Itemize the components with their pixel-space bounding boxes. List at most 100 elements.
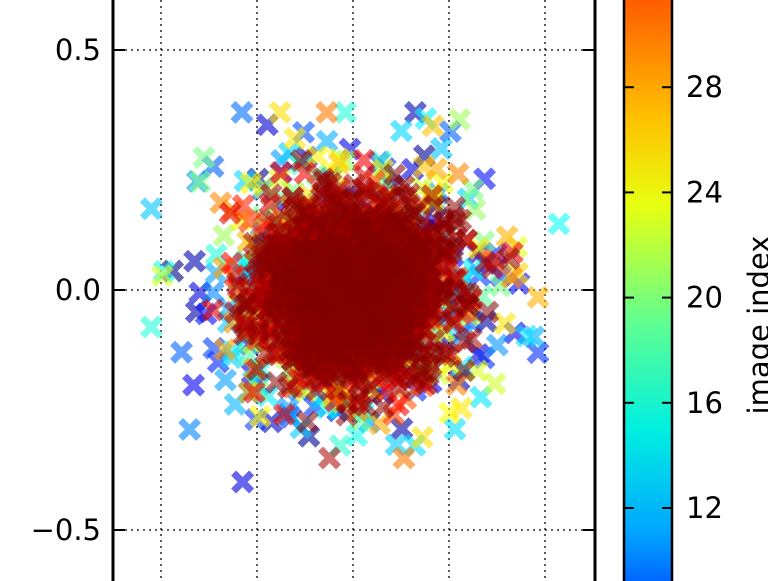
- scatter-point-2595: [341, 187, 365, 211]
- scatter-point-2049: [254, 341, 278, 365]
- scatter-point-460: [449, 396, 473, 420]
- scatter-point-2306: [359, 376, 383, 400]
- scatter-point-2590: [368, 318, 392, 342]
- scatter-point-477: [410, 425, 434, 449]
- scatter-point-193: [485, 333, 509, 357]
- scatter-point-156: [170, 340, 194, 364]
- y-axis-ticks: 0.5 0.0 −0.5: [31, 33, 595, 547]
- scatter-point-2311: [371, 395, 395, 419]
- scatter-point-2293: [361, 355, 385, 379]
- scatter-point-2591: [393, 311, 417, 335]
- scatter-point-2505: [418, 341, 441, 365]
- y-tick-label-1: 0.0: [55, 273, 101, 307]
- colorbar-label: image index: [742, 236, 768, 415]
- scatter-point-280: [547, 212, 571, 236]
- scatter-point-2524: [392, 338, 415, 362]
- scatter-point-1671: [388, 375, 412, 399]
- scatter-points: [139, 100, 571, 494]
- scatter-point-417: [150, 264, 174, 288]
- scatter-point-345: [188, 170, 212, 194]
- scatter-point-233: [384, 433, 408, 457]
- scatter-point-347: [192, 146, 216, 170]
- scatter-point-2504: [402, 201, 426, 225]
- scatter-point-518: [425, 157, 449, 181]
- scatter-point-2366: [270, 326, 294, 350]
- scatter-point-2400: [295, 410, 319, 434]
- scatter-point-2387: [298, 357, 322, 381]
- scatter-point-2406: [273, 242, 297, 266]
- scatter-point-2257: [235, 292, 259, 316]
- scatter-point-2567: [282, 258, 306, 282]
- scatter-point-508: [495, 225, 519, 249]
- scatter-point-552: [392, 446, 416, 470]
- scatter-point-2583: [369, 285, 393, 309]
- scatter-point-2475: [392, 219, 416, 243]
- scatter-point-298: [139, 315, 163, 339]
- scatter-point-292: [333, 100, 357, 124]
- scatter-point-2597: [300, 286, 324, 310]
- scatter-point-1826: [289, 149, 313, 172]
- scatter-point-2586: [323, 266, 347, 290]
- plot-area: 0.5 0.0 −0.5: [31, 0, 597, 581]
- scatter-point-831: [242, 380, 266, 404]
- colorbar-tick-label-1: 16: [686, 386, 723, 420]
- scatter-point-2495: [432, 276, 456, 300]
- scatter-point-383: [448, 108, 471, 131]
- scatter-point-476: [268, 100, 292, 124]
- scatter-point-2414: [336, 391, 360, 415]
- colorbar-ticks: 12 16 20 24 28: [624, 70, 723, 525]
- colorbar-tick-label-4: 28: [686, 70, 723, 104]
- scatter-point-2493: [410, 359, 434, 383]
- scatter-point-2301: [324, 364, 348, 388]
- scatter-point-2584: [366, 228, 390, 252]
- scatter-point-1800: [225, 271, 249, 295]
- scatter-point-1086: [259, 183, 283, 207]
- y-tick-label-2: −0.5: [31, 513, 101, 547]
- scatter-point-540: [446, 162, 470, 186]
- scatter-point-2552: [304, 211, 328, 235]
- scatter-point-2551: [328, 341, 352, 365]
- scatter-point-289: [345, 424, 369, 448]
- scatter-point-2599: [300, 241, 324, 265]
- colorbar-tick-label-2: 20: [686, 281, 723, 315]
- scatter-point-2462: [441, 294, 465, 318]
- scatter-point-2410: [264, 295, 288, 319]
- scatter-point-850: [218, 201, 242, 225]
- scatter-point-468: [493, 311, 517, 335]
- scatter-point-2534: [347, 219, 371, 243]
- scatter-point-2411: [283, 213, 307, 237]
- scatter-point-207: [214, 368, 237, 392]
- scatter-point-1846: [453, 330, 477, 354]
- scatter-point-699: [231, 193, 255, 217]
- scatter-point-2517: [476, 300, 500, 324]
- scatter-point-2562: [383, 163, 407, 187]
- scatter-point-771: [220, 251, 244, 275]
- scatter-point-1098: [480, 256, 504, 280]
- scatter-point-224: [429, 137, 453, 160]
- scatter-point-39: [183, 249, 207, 273]
- scatter-point-66: [231, 470, 255, 494]
- colorbar-tick-label-0: 12: [686, 491, 723, 525]
- scatter-point-858: [201, 298, 225, 322]
- scatter-point-2117: [263, 210, 287, 234]
- colorbar-tick-label-3: 24: [686, 175, 723, 209]
- scatter-point-546: [500, 265, 524, 289]
- scatter-point-2594: [355, 279, 379, 303]
- scatter-point-2602: [379, 257, 403, 281]
- scatter-point-251: [443, 417, 467, 441]
- scatter-point-1950: [232, 323, 256, 346]
- scatter-point-491: [327, 151, 351, 175]
- scatter-point-242: [389, 119, 413, 143]
- scatter-point-2532: [422, 235, 446, 259]
- scatter-point-2419: [326, 209, 350, 233]
- scatter-point-550: [315, 100, 339, 124]
- scatter-point-2600: [387, 291, 411, 315]
- y-tick-label-0: 0.5: [55, 33, 101, 67]
- scatter-point-165: [230, 100, 254, 124]
- scatter-point-2604: [329, 241, 353, 265]
- scatter-point-2461: [442, 205, 466, 229]
- scatter-point-179: [178, 417, 202, 441]
- scatter-point-2072: [246, 358, 269, 382]
- scatter-point-784: [269, 160, 293, 184]
